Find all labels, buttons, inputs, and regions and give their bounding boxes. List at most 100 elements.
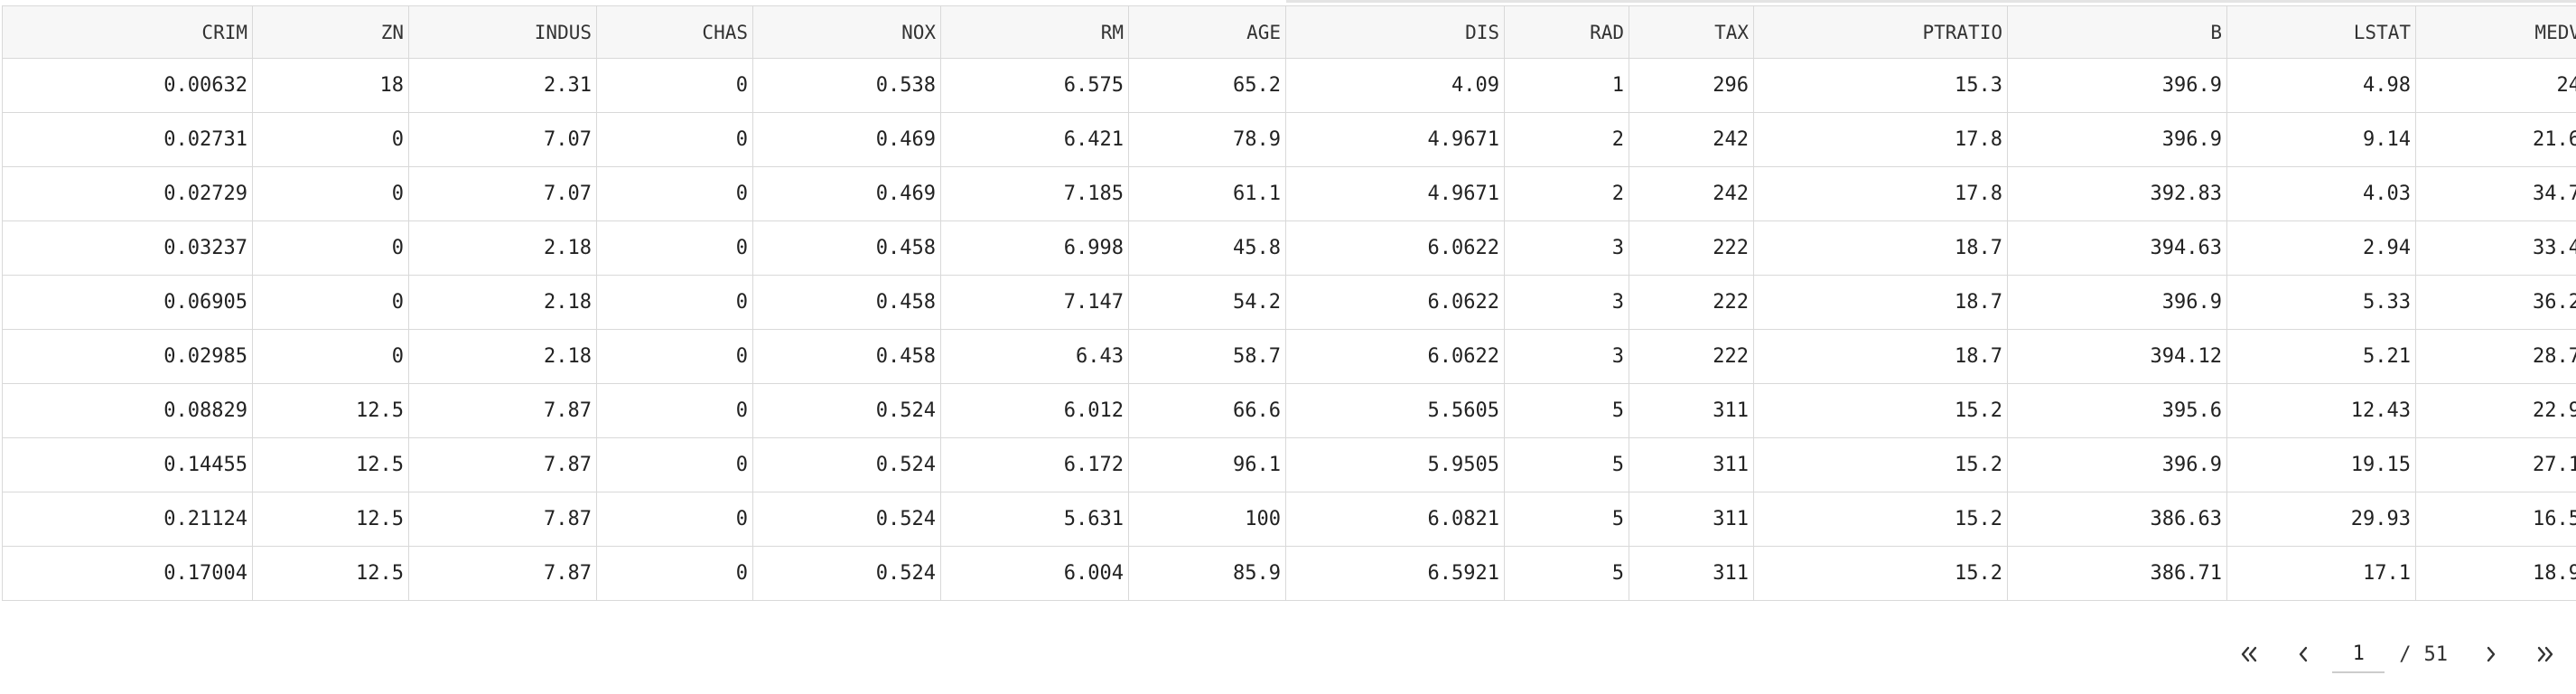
table-cell-lstat: 2.94 — [2226, 220, 2416, 276]
table-cell-ptratio: 15.2 — [1753, 546, 2008, 601]
table-cell-rad: 1 — [1504, 58, 1629, 113]
column-header-indus[interactable]: INDUS — [408, 5, 597, 59]
chevron-left-icon — [2300, 646, 2308, 662]
table-cell-dis: 6.0821 — [1285, 492, 1505, 547]
table-cell-indus: 7.87 — [408, 492, 597, 547]
table-cell-b: 386.71 — [2007, 546, 2227, 601]
table-cell-nox: 0.458 — [752, 275, 941, 330]
table-cell-chas: 0 — [596, 58, 753, 113]
table-cell-rm: 6.575 — [940, 58, 1129, 113]
next-page-button[interactable] — [2471, 634, 2511, 674]
table-cell-dis: 5.5605 — [1285, 383, 1505, 438]
table-cell-tax: 222 — [1629, 329, 1754, 384]
table-cell-zn: 0 — [252, 112, 409, 167]
table-cell-rm: 6.998 — [940, 220, 1129, 276]
table-cell-lstat: 5.33 — [2226, 275, 2416, 330]
table-cell-crim: 0.03237 — [2, 220, 253, 276]
table-cell-nox: 0.524 — [752, 546, 941, 601]
column-header-ptratio[interactable]: PTRATIO — [1753, 5, 2008, 59]
table-cell-chas: 0 — [596, 546, 753, 601]
column-header-rad[interactable]: RAD — [1504, 5, 1629, 59]
first-page-button[interactable] — [2229, 634, 2269, 674]
table-cell-medv: 34.7 — [2415, 166, 2576, 221]
table-cell-medv: 28.7 — [2415, 329, 2576, 384]
table-cell-tax: 242 — [1629, 166, 1754, 221]
table-cell-rm: 6.004 — [940, 546, 1129, 601]
table-cell-nox: 0.469 — [752, 112, 941, 167]
table-cell-indus: 7.87 — [408, 437, 597, 492]
last-page-button[interactable] — [2525, 634, 2565, 674]
table-cell-medv: 18.9 — [2415, 546, 2576, 601]
table-cell-crim: 0.21124 — [2, 492, 253, 547]
table-cell-dis: 4.9671 — [1285, 112, 1505, 167]
table-cell-lstat: 5.21 — [2226, 329, 2416, 384]
table-cell-ptratio: 15.2 — [1753, 383, 2008, 438]
total-pages: 51 — [2423, 642, 2449, 666]
column-header-zn[interactable]: ZN — [252, 5, 409, 59]
column-header-rm[interactable]: RM — [940, 5, 1129, 59]
table-row: 0.08829 12.5 7.87 0 0.524 6.012 66.6 5.5605 5 311… — [2, 383, 2576, 438]
table-cell-lstat: 19.15 — [2226, 437, 2416, 492]
table-cell-chas: 0 — [596, 275, 753, 330]
table-cell-crim: 0.08829 — [2, 383, 253, 438]
table-cell-medv: 36.2 — [2415, 275, 2576, 330]
table-cell-rad: 5 — [1504, 437, 1629, 492]
double-chevron-right-icon — [2537, 646, 2553, 662]
table-cell-b: 396.9 — [2007, 58, 2227, 113]
column-header-dis[interactable]: DIS — [1285, 5, 1505, 59]
table-cell-tax: 242 — [1629, 112, 1754, 167]
table-cell-age: 61.1 — [1128, 166, 1286, 221]
table-cell-crim: 0.00632 — [2, 58, 253, 113]
table-row: 0.02985 0 2.18 0 0.458 6.43 58.7 6.0622 3 222 18.7… — [2, 329, 2576, 384]
table-cell-b: 395.6 — [2007, 383, 2227, 438]
table-cell-nox: 0.524 — [752, 383, 941, 438]
column-header-tax[interactable]: TAX — [1629, 5, 1754, 59]
prev-page-button[interactable] — [2283, 634, 2323, 674]
page-number-input[interactable] — [2332, 635, 2385, 673]
table-cell-crim: 0.02729 — [2, 166, 253, 221]
column-header-b[interactable]: B — [2007, 5, 2227, 59]
table-cell-age: 78.9 — [1128, 112, 1286, 167]
table-cell-tax: 222 — [1629, 220, 1754, 276]
table-row: 0.06905 0 2.18 0 0.458 7.147 54.2 6.0622 3 222 18.… — [2, 275, 2576, 330]
table-cell-age: 65.2 — [1128, 58, 1286, 113]
table-cell-zn: 12.5 — [252, 437, 409, 492]
table-cell-lstat: 9.14 — [2226, 112, 2416, 167]
table-cell-tax: 222 — [1629, 275, 1754, 330]
table-cell-ptratio: 15.2 — [1753, 492, 2008, 547]
column-header-crim[interactable]: CRIM — [2, 5, 253, 59]
table-cell-crim: 0.14455 — [2, 437, 253, 492]
table-cell-dis: 4.9671 — [1285, 166, 1505, 221]
page-separator: / — [2399, 642, 2412, 666]
table-cell-tax: 311 — [1629, 383, 1754, 438]
table-cell-rm: 6.421 — [940, 112, 1129, 167]
table-cell-b: 394.12 — [2007, 329, 2227, 384]
chevron-right-icon — [2487, 646, 2496, 662]
table-cell-indus: 2.18 — [408, 329, 597, 384]
table-cell-age: 66.6 — [1128, 383, 1286, 438]
table-cell-rm: 7.147 — [940, 275, 1129, 330]
table-cell-lstat: 17.1 — [2226, 546, 2416, 601]
column-header-age[interactable]: AGE — [1128, 5, 1286, 59]
table-row: 0.02729 0 7.07 0 0.469 7.185 61.1 4.9671 2 242 17.… — [2, 166, 2576, 221]
table-cell-medv: 27.1 — [2415, 437, 2576, 492]
table-cell-chas: 0 — [596, 112, 753, 167]
column-header-lstat[interactable]: LSTAT — [2226, 5, 2416, 59]
table-cell-crim: 0.02731 — [2, 112, 253, 167]
table-cell-lstat: 4.98 — [2226, 58, 2416, 113]
column-header-nox[interactable]: NOX — [752, 5, 941, 59]
column-header-chas[interactable]: CHAS — [596, 5, 753, 59]
table-cell-b: 396.9 — [2007, 437, 2227, 492]
table-cell-b: 392.83 — [2007, 166, 2227, 221]
top-divider — [1286, 0, 2576, 3]
table-cell-b: 396.9 — [2007, 275, 2227, 330]
column-header-medv[interactable]: MEDV — [2415, 5, 2576, 59]
table-body: 0.00632 18 2.31 0 0.538 6.575 65.2 4.09 1 296 15.3… — [2, 58, 2576, 601]
table-cell-dis: 5.9505 — [1285, 437, 1505, 492]
table-cell-rad: 5 — [1504, 383, 1629, 438]
table-cell-b: 386.63 — [2007, 492, 2227, 547]
table-cell-nox: 0.458 — [752, 329, 941, 384]
table-cell-indus: 7.07 — [408, 166, 597, 221]
table-row: 0.00632 18 2.31 0 0.538 6.575 65.2 4.09 1 296 15.3… — [2, 58, 2576, 113]
table-cell-medv: 24 — [2415, 58, 2576, 113]
